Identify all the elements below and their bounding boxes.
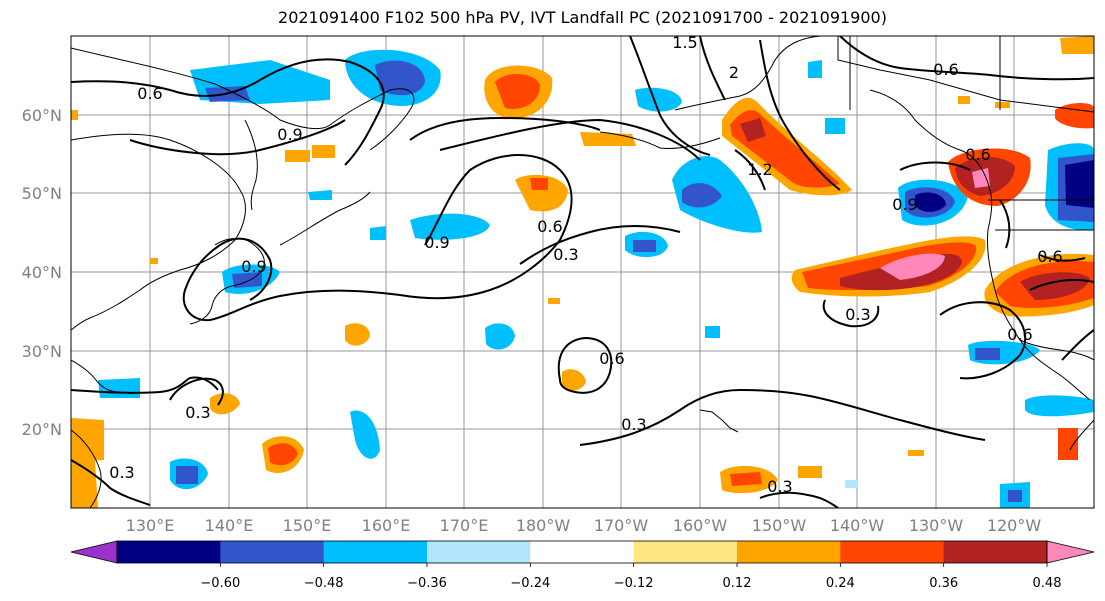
contour-label: 0.9 <box>424 233 449 252</box>
latitude-labels: 60°N 50°N 40°N 30°N 20°N <box>22 106 62 439</box>
colorbar-outline <box>116 540 1048 564</box>
colorbar-segment <box>323 541 428 563</box>
colorbar-extend-max <box>1046 540 1095 564</box>
contour-label: 0.6 <box>137 84 162 103</box>
contour-label: 0.9 <box>277 125 302 144</box>
contour-label: 1.5 <box>672 33 697 52</box>
map-title: 2021091400 F102 500 hPa PV, IVT Landfall… <box>278 8 887 27</box>
contour-label: 1.2 <box>747 160 772 179</box>
longitude-label: 180°W <box>516 516 571 535</box>
latitude-label: 50°N <box>22 184 62 203</box>
longitude-label: 130°W <box>909 516 964 535</box>
colorbar <box>70 540 1095 567</box>
longitude-label: 120°W <box>987 516 1042 535</box>
contour-label: 0.3 <box>621 415 646 434</box>
colorbar-tick-label: 0.36 <box>929 576 958 591</box>
colorbar-segment <box>117 541 221 563</box>
contour-label: 0.9 <box>241 257 266 276</box>
contour-label: 0.6 <box>1007 325 1032 344</box>
contour-label: 0.6 <box>1037 247 1062 266</box>
contour-label: 0.6 <box>537 217 562 236</box>
contour-label: 0.9 <box>892 195 917 214</box>
colorbar-tick-label: −0.60 <box>200 576 240 591</box>
colorbar-tick-label: −0.36 <box>407 576 447 591</box>
contour-label: 0.6 <box>933 60 958 79</box>
colorbar-segment <box>943 541 1048 563</box>
longitude-label: 130°E <box>126 516 175 535</box>
colorbar-tick-label: 0.24 <box>826 576 855 591</box>
colorbar-tick-labels: −0.60 −0.48 −0.36 −0.24 −0.12 0.12 0.24 0.36 0.4… <box>200 576 1062 591</box>
colorbar-segment <box>220 541 325 563</box>
colorbar-tick-label: −0.12 <box>614 576 654 591</box>
colorbar-tick-label: 0.12 <box>723 576 752 591</box>
contour-label-group: 0.6 0.9 0.9 0.9 1.5 2 1.2 0.6 0.6 0.3 0.6 0.3 0.3 0.3… <box>109 33 1062 496</box>
contour-label: 2 <box>729 63 739 82</box>
longitude-label: 140°W <box>830 516 885 535</box>
colorbar-tick-label: 0.48 <box>1033 576 1062 591</box>
colorbar-tick-label: −0.24 <box>510 576 550 591</box>
longitude-label: 140°E <box>205 516 254 535</box>
map-frame <box>70 35 1095 509</box>
longitude-label: 170°E <box>440 516 489 535</box>
colorbar-segment <box>633 541 738 563</box>
longitude-labels: 130°E 140°E 150°E 160°E 170°E 180°W 170°W 160°W… <box>126 516 1042 535</box>
colorbar-tick-label: −0.48 <box>304 576 344 591</box>
pv-contours <box>71 36 1094 508</box>
latitude-label: 60°N <box>22 106 62 125</box>
colorbar-segment <box>737 541 841 563</box>
longitude-label: 150°W <box>752 516 807 535</box>
colorbar-segment <box>840 541 945 563</box>
longitude-label: 150°E <box>283 516 332 535</box>
latitude-label: 30°N <box>22 342 62 361</box>
contour-label: 0.6 <box>599 349 624 368</box>
longitude-label: 160°E <box>362 516 411 535</box>
latitude-label: 40°N <box>22 263 62 282</box>
colorbar-segment <box>530 541 635 563</box>
contour-label: 0.6 <box>965 145 990 164</box>
contour-label: 0.3 <box>767 477 792 496</box>
longitude-label: 160°W <box>673 516 728 535</box>
latitude-label: 20°N <box>22 420 62 439</box>
coastlines <box>71 36 1094 508</box>
contour-label: 0.3 <box>845 305 870 324</box>
longitude-label: 170°W <box>594 516 649 535</box>
colorbar-segment <box>427 541 531 563</box>
colorbar-extend-min <box>70 540 118 564</box>
contour-label: 0.3 <box>553 245 578 264</box>
contour-label: 0.3 <box>109 463 134 482</box>
contour-label: 0.3 <box>185 403 210 422</box>
